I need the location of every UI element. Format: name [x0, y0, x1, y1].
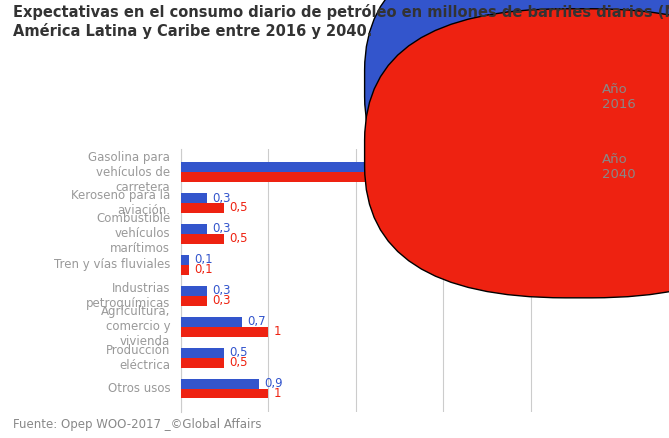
- Text: 0,3: 0,3: [212, 223, 231, 236]
- Text: Fuente: Opep WOO-2017 _©Global Affairs: Fuente: Opep WOO-2017 _©Global Affairs: [13, 418, 262, 431]
- Bar: [181, 378, 260, 389]
- Text: 0,1: 0,1: [195, 254, 213, 266]
- Text: Año
2040: Año 2040: [602, 153, 636, 181]
- Bar: [181, 286, 207, 296]
- Text: 0,7: 0,7: [248, 315, 266, 328]
- Text: 0,1: 0,1: [195, 263, 213, 276]
- Text: 1: 1: [274, 325, 281, 338]
- Bar: [181, 172, 470, 182]
- Bar: [181, 296, 207, 306]
- Bar: [181, 255, 189, 265]
- Bar: [181, 203, 224, 213]
- Text: 2,7: 2,7: [422, 161, 441, 173]
- Text: 0,5: 0,5: [229, 201, 248, 215]
- Text: Año
2016: Año 2016: [602, 83, 636, 111]
- Bar: [181, 265, 189, 275]
- Text: 1: 1: [274, 387, 281, 400]
- Bar: [181, 357, 224, 367]
- Bar: [181, 234, 224, 244]
- Bar: [181, 224, 207, 234]
- Text: 0,9: 0,9: [265, 377, 284, 390]
- Text: 0,3: 0,3: [212, 294, 231, 307]
- Bar: [181, 348, 224, 357]
- Bar: [181, 193, 207, 203]
- Text: 0,3: 0,3: [212, 284, 231, 297]
- Text: 0,5: 0,5: [229, 346, 248, 359]
- Bar: [181, 327, 268, 336]
- Bar: [181, 162, 417, 172]
- Text: Expectativas en el consumo diario de petróleo en millones de barriles diarios (M: Expectativas en el consumo diario de pet…: [13, 4, 669, 39]
- Bar: [181, 317, 242, 327]
- Text: 0,3: 0,3: [212, 191, 231, 205]
- Text: 3,3: 3,3: [475, 170, 494, 184]
- Bar: [181, 389, 268, 399]
- Text: 0,5: 0,5: [229, 356, 248, 369]
- Text: 0,5: 0,5: [229, 233, 248, 245]
